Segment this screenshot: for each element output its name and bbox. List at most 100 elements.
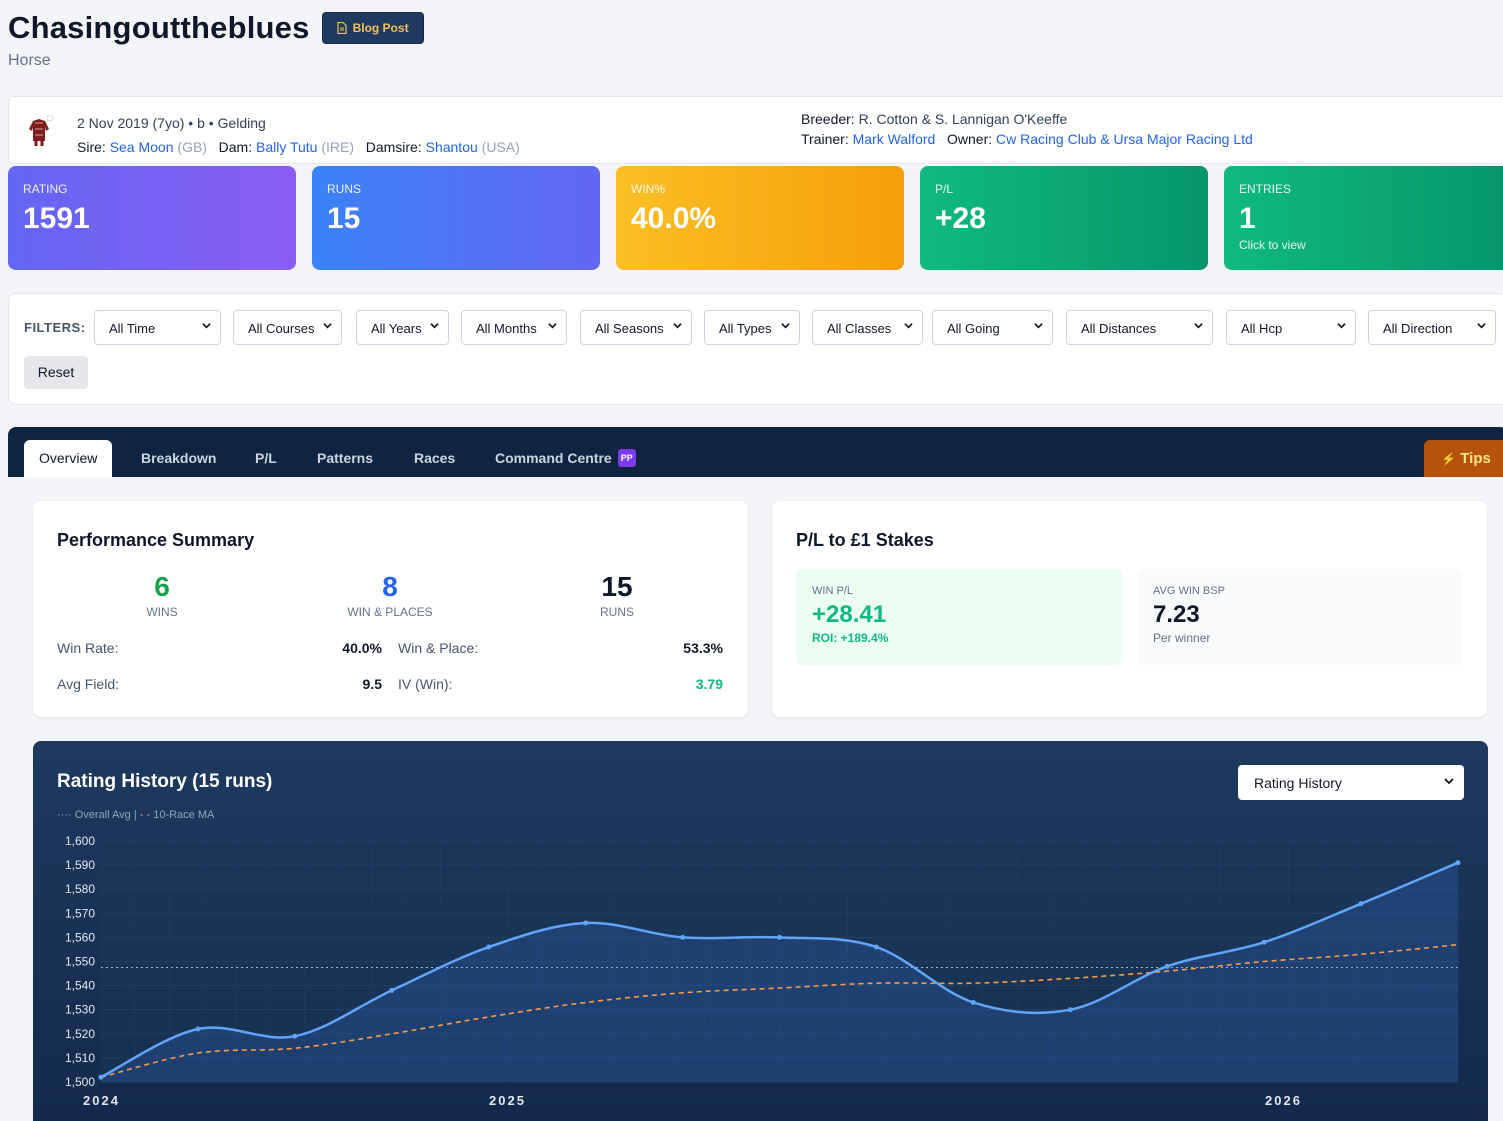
stat-value: 40.0%: [631, 202, 717, 235]
filter-select-value: All Seasons: [595, 321, 664, 336]
stat-label: P/L: [935, 182, 954, 196]
filter-select-all-courses[interactable]: All Courses: [233, 310, 342, 345]
jockey-silks-icon: [29, 115, 54, 146]
stat-label: ENTRIES: [1239, 182, 1292, 196]
filter-select-all-going[interactable]: All Going: [932, 310, 1053, 345]
y-tick-label: 1,500: [65, 1075, 95, 1089]
filter-select-value: All Classes: [827, 321, 892, 336]
stat-sub: Click to view: [1239, 238, 1306, 252]
chart-type-select[interactable]: Rating History: [1238, 765, 1464, 800]
trainer-link[interactable]: Mark Walford: [852, 131, 936, 147]
filter-select-value: All Going: [947, 321, 1000, 336]
filter-select-value: All Months: [476, 321, 537, 336]
chevron-down-icon: [1477, 323, 1486, 329]
stat-value: 15: [327, 202, 361, 235]
document-icon: [336, 22, 347, 34]
tab-races[interactable]: Races: [414, 450, 456, 466]
chevron-down-icon: [781, 323, 790, 329]
horse-colour: b: [197, 115, 205, 131]
horse-info-card: 2 Nov 2019 (7yo) • b • Gelding Sire: Sea…: [8, 96, 1503, 164]
filter-select-value: All Courses: [248, 321, 315, 336]
tab-breakdown[interactable]: Breakdown: [141, 450, 217, 466]
y-tick-label: 1,540: [65, 979, 95, 993]
filter-select-all-seasons[interactable]: All Seasons: [580, 310, 692, 345]
tab-overview[interactable]: Overview: [24, 440, 113, 477]
rating-history-card: 1,600 1,590 1,580 1,570 1,560 1,550 1,540 1,530…: [33, 741, 1488, 1121]
stat-label: RATING: [23, 182, 68, 196]
sire-link[interactable]: Sea Moon: [109, 139, 174, 155]
win-place-value: 53.3%: [683, 640, 723, 656]
dam-country: (IRE): [321, 139, 355, 155]
y-tick-label: 1,530: [65, 1003, 95, 1017]
filter-select-value: All Distances: [1081, 321, 1157, 336]
filter-select-all-time[interactable]: All Time: [94, 310, 221, 345]
rating-point: [98, 1074, 104, 1080]
damsire-link[interactable]: Shantou: [425, 139, 478, 155]
horse-connections: Breeder: R. Cotton & S. Lannigan O'Keeff…: [801, 109, 1253, 149]
y-tick-label: 1,560: [65, 930, 95, 944]
horse-sex: Gelding: [217, 115, 266, 131]
damsire-country: (USA): [481, 139, 520, 155]
rating-point: [777, 934, 782, 940]
stat-value: 1: [1239, 202, 1256, 235]
filter-select-value: All Time: [109, 321, 156, 336]
chevron-down-icon: [323, 323, 332, 329]
legend-overall-avg: Overall Avg: [74, 809, 131, 821]
stat-value: 1591: [23, 202, 90, 235]
places-stat: 8 WIN & PLACES: [330, 571, 450, 619]
dam-link[interactable]: Bally Tutu: [255, 139, 318, 155]
reset-button[interactable]: Reset: [24, 356, 88, 389]
legend-separator: |: [133, 809, 137, 821]
legend-10-race-ma: 10-Race MA: [153, 809, 215, 821]
bullet-separator: •: [208, 115, 218, 131]
avg-bsp-value: 7.23: [1153, 601, 1200, 628]
owner-link[interactable]: Cw Racing Club & Ursa Major Racing Ltd: [996, 131, 1253, 147]
places-value: 8: [382, 571, 398, 602]
filter-select-all-classes[interactable]: All Classes: [812, 310, 923, 345]
filter-select-all-types[interactable]: All Types: [704, 310, 800, 345]
avg-legend-swatch: ····: [57, 809, 72, 821]
filter-select-all-hcp[interactable]: All Hcp: [1226, 310, 1356, 345]
x-tick-label: 2026: [1265, 1093, 1302, 1108]
title-row: Chasingouttheblues Blog Post: [8, 10, 424, 46]
rating-point: [389, 987, 395, 993]
win-rate-value: 40.0%: [342, 640, 382, 656]
chevron-down-icon: [1444, 778, 1454, 785]
stat-card-entries[interactable]: ENTRIES 1 Click to view: [1224, 166, 1503, 270]
rating-point: [873, 944, 879, 950]
blog-post-button[interactable]: Blog Post: [321, 12, 424, 44]
dam-label: Dam:: [218, 139, 253, 155]
rating-point: [680, 934, 686, 940]
pedigree-line: Sire: Sea Moon (GB) Dam: Bally Tutu (IRE…: [77, 135, 520, 159]
pp-badge: PP: [617, 449, 636, 467]
filter-select-value: All Hcp: [1241, 321, 1283, 336]
ma-line: [100, 943, 1459, 1078]
breeder-line: Breeder: R. Cotton & S. Lannigan O'Keeff…: [801, 109, 1253, 129]
page-subtitle: Horse: [8, 52, 51, 69]
chevron-down-icon: [1034, 323, 1043, 329]
x-tick-label: 2024: [83, 1093, 120, 1108]
tips-button[interactable]: ⚡ Tips: [1424, 440, 1503, 477]
chart-legend: ···· Overall Avg | - - 10-Race MA: [57, 809, 214, 821]
y-tick-label: 1,520: [65, 1027, 95, 1041]
tab-pl[interactable]: P/L: [255, 450, 277, 466]
rating-point: [292, 1033, 298, 1039]
runs-value: 15: [601, 571, 633, 602]
breeder-label: Breeder:: [801, 111, 855, 127]
dob: 2 Nov 2019 (7yo): [77, 115, 185, 131]
stat-card-win-percent: WIN% 40.0%: [616, 166, 904, 270]
x-tick-label: 2025: [489, 1093, 526, 1108]
filter-select-value: All Types: [719, 321, 772, 336]
ma-legend-swatch: - -: [139, 809, 151, 821]
filter-select-all-years[interactable]: All Years: [356, 310, 449, 345]
filter-select-all-direction[interactable]: All Direction: [1368, 310, 1496, 345]
tab-command-centre[interactable]: Command Centre PP: [495, 440, 636, 477]
tab-patterns[interactable]: Patterns: [317, 450, 374, 466]
y-tick-label: 1,600: [65, 834, 95, 848]
avg-bsp-sub: Per winner: [1153, 631, 1211, 645]
stat-card-rating: RATING 1591: [8, 166, 296, 270]
filter-select-all-months[interactable]: All Months: [461, 310, 567, 345]
filter-select-all-distances[interactable]: All Distances: [1066, 310, 1213, 345]
rating-point: [1261, 939, 1267, 945]
iv-win-value: 3.79: [695, 676, 723, 692]
